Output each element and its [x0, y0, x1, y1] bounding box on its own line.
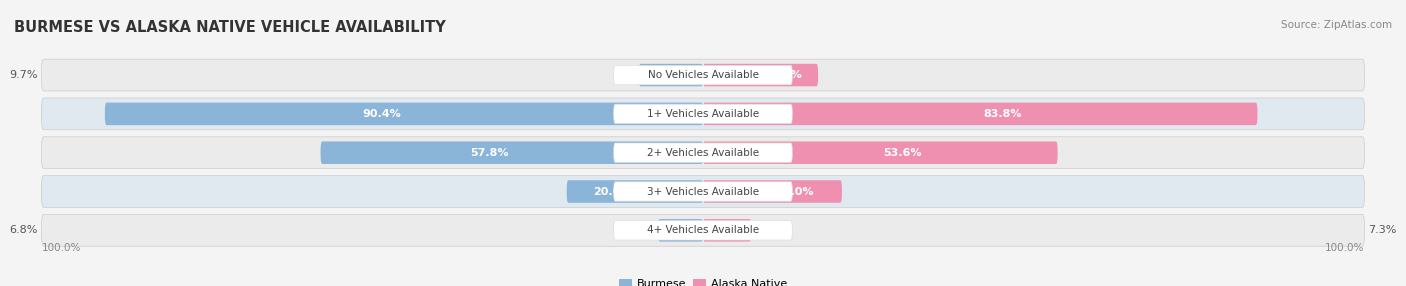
- Text: 100.0%: 100.0%: [1326, 243, 1365, 253]
- Text: BURMESE VS ALASKA NATIVE VEHICLE AVAILABILITY: BURMESE VS ALASKA NATIVE VEHICLE AVAILAB…: [14, 20, 446, 35]
- FancyBboxPatch shape: [105, 103, 703, 125]
- Text: 3+ Vehicles Available: 3+ Vehicles Available: [647, 186, 759, 196]
- FancyBboxPatch shape: [41, 137, 1365, 169]
- FancyBboxPatch shape: [41, 214, 1365, 246]
- FancyBboxPatch shape: [613, 182, 793, 201]
- Text: 6.8%: 6.8%: [10, 225, 38, 235]
- FancyBboxPatch shape: [703, 64, 818, 86]
- FancyBboxPatch shape: [41, 98, 1365, 130]
- Text: Source: ZipAtlas.com: Source: ZipAtlas.com: [1281, 20, 1392, 30]
- FancyBboxPatch shape: [658, 219, 703, 242]
- FancyBboxPatch shape: [613, 65, 793, 85]
- FancyBboxPatch shape: [703, 219, 751, 242]
- Text: 7.3%: 7.3%: [1368, 225, 1396, 235]
- Text: 21.0%: 21.0%: [776, 186, 814, 196]
- FancyBboxPatch shape: [703, 142, 1057, 164]
- FancyBboxPatch shape: [567, 180, 703, 203]
- FancyBboxPatch shape: [638, 64, 703, 86]
- Text: 100.0%: 100.0%: [41, 243, 80, 253]
- Text: 2+ Vehicles Available: 2+ Vehicles Available: [647, 148, 759, 158]
- FancyBboxPatch shape: [41, 176, 1365, 207]
- Text: 9.7%: 9.7%: [10, 70, 38, 80]
- FancyBboxPatch shape: [613, 104, 793, 124]
- Legend: Burmese, Alaska Native: Burmese, Alaska Native: [614, 275, 792, 286]
- Text: 20.6%: 20.6%: [593, 186, 631, 196]
- FancyBboxPatch shape: [703, 103, 1257, 125]
- Text: 53.6%: 53.6%: [883, 148, 922, 158]
- Text: 83.8%: 83.8%: [983, 109, 1022, 119]
- FancyBboxPatch shape: [613, 221, 793, 240]
- Text: 57.8%: 57.8%: [470, 148, 509, 158]
- FancyBboxPatch shape: [703, 180, 842, 203]
- Text: 90.4%: 90.4%: [363, 109, 401, 119]
- Text: 4+ Vehicles Available: 4+ Vehicles Available: [647, 225, 759, 235]
- FancyBboxPatch shape: [41, 59, 1365, 91]
- Text: 1+ Vehicles Available: 1+ Vehicles Available: [647, 109, 759, 119]
- Text: No Vehicles Available: No Vehicles Available: [648, 70, 758, 80]
- FancyBboxPatch shape: [613, 143, 793, 162]
- FancyBboxPatch shape: [321, 142, 703, 164]
- Text: 17.4%: 17.4%: [763, 70, 803, 80]
